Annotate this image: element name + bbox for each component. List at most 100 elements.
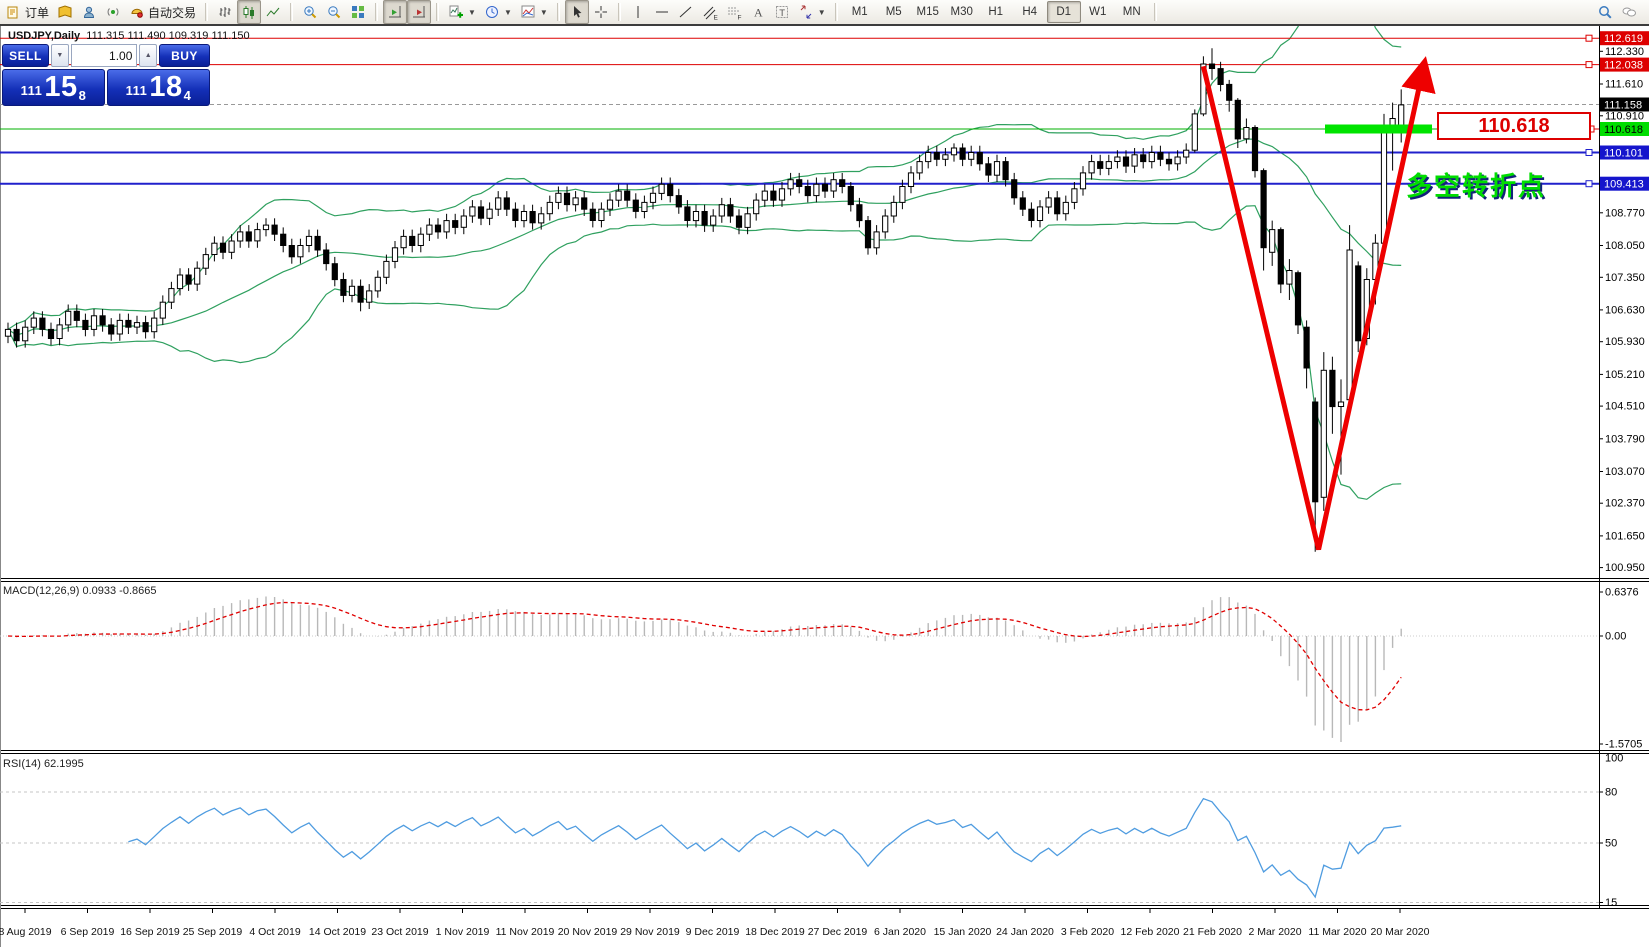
periods-button[interactable]: ▼: [480, 0, 516, 24]
vertical-line-button[interactable]: [626, 0, 650, 24]
svg-text:104.510: 104.510: [1605, 401, 1645, 413]
autotrade-icon: [131, 8, 143, 18]
svg-text:15: 15: [1605, 897, 1617, 909]
chevron-down-icon[interactable]: ▼: [503, 7, 512, 17]
history-center-button[interactable]: [53, 0, 77, 24]
zoomin-icon: [304, 6, 317, 19]
svg-text:110.101: 110.101: [1604, 147, 1643, 159]
horizontal-line-button[interactable]: [650, 0, 674, 24]
timeframe-m1-button[interactable]: M1: [851, 6, 868, 18]
timeframe-w1-button[interactable]: W1: [1089, 6, 1107, 18]
crosshair-button[interactable]: [589, 0, 613, 24]
timeframe-h1-button[interactable]: H1: [988, 6, 1004, 18]
candlestick-chart-button[interactable]: [237, 0, 262, 24]
svg-text:12 Feb 2020: 12 Feb 2020: [1121, 926, 1180, 938]
sell-price-sup: 8: [78, 88, 87, 103]
svg-text:110.910: 110.910: [1605, 110, 1644, 122]
rsi-indicator-label: RSI(14) 62.1995: [3, 758, 84, 770]
green-trend-bar: [1325, 124, 1432, 134]
sell-price-button[interactable]: 111 15 8: [2, 69, 105, 106]
main-toolbar: 订单 自动交易 ▼ ▼ ▼ E F A T ▼ M1 M5 M15 M30 H1 H4 D1 W1 MN: [0, 0, 1649, 26]
toolbar-separator: [205, 3, 209, 21]
zoom-out-button[interactable]: [322, 0, 346, 24]
signals-button[interactable]: [101, 0, 125, 24]
bar-chart-button[interactable]: [213, 0, 237, 24]
profile-button[interactable]: [77, 0, 101, 24]
svg-text:25 Sep 2019: 25 Sep 2019: [183, 926, 243, 938]
svg-text:27 Dec 2019: 27 Dec 2019: [808, 926, 868, 938]
clock-icon: [485, 6, 498, 18]
svg-text:1 Nov 2019: 1 Nov 2019: [436, 926, 490, 938]
toolbar-separator: [834, 3, 838, 21]
svg-text:80: 80: [1605, 787, 1617, 799]
new-order-button[interactable]: 订单: [2, 0, 53, 24]
turning-point-annotation[interactable]: 多空转折点: [1406, 172, 1547, 201]
toolbar-group-5: [563, 0, 615, 24]
buy-price-button[interactable]: 111 18 4: [107, 69, 210, 106]
chart-canvas[interactable]: 112.330 111.610 110.910 108.770 108.050 107.3…: [0, 26, 1649, 947]
chevron-down-icon[interactable]: ▼: [817, 7, 826, 17]
svg-text:0.00: 0.00: [1605, 631, 1626, 643]
labelT-icon: T: [775, 6, 788, 19]
svg-text:108.770: 108.770: [1605, 207, 1645, 219]
chart-shift-button[interactable]: [407, 0, 432, 24]
fibo-icon: F: [727, 7, 741, 20]
templates-button[interactable]: ▼: [516, 0, 552, 24]
auto-scroll-button[interactable]: [383, 0, 408, 24]
chart-window[interactable]: 112.330 111.610 110.910 108.770 108.050 107.3…: [0, 26, 1649, 947]
timeframe-h4-button[interactable]: H4: [1022, 6, 1038, 18]
svg-text:110.618: 110.618: [1604, 124, 1643, 136]
timeframe-d1-button[interactable]: D1: [1046, 1, 1081, 23]
text-label-button[interactable]: T: [770, 0, 794, 24]
equidistant-channel-button[interactable]: E: [698, 0, 722, 24]
svg-text:0.6376: 0.6376: [1605, 587, 1639, 599]
timeframe-m15-button[interactable]: M15: [916, 6, 939, 18]
candles: [4, 48, 1405, 552]
svg-text:4 Oct 2019: 4 Oct 2019: [249, 926, 301, 938]
svg-text:103.070: 103.070: [1605, 466, 1645, 478]
svg-text:106.630: 106.630: [1605, 304, 1645, 316]
sell-price-base: 111: [20, 83, 43, 99]
zoom-in-button[interactable]: [298, 0, 322, 24]
trendline-button[interactable]: [674, 0, 698, 24]
timeframe-m5-button[interactable]: M5: [885, 6, 902, 18]
line-chart-button[interactable]: [261, 0, 285, 24]
svg-text:111.158: 111.158: [1604, 99, 1642, 111]
autotrade-button[interactable]: 自动交易: [125, 0, 200, 24]
indicators-button[interactable]: ▼: [444, 0, 480, 24]
timeframe-mn-button[interactable]: MN: [1122, 6, 1141, 18]
svg-text:15 Jan 2020: 15 Jan 2020: [934, 926, 992, 938]
volume-input[interactable]: 1.00: [70, 44, 138, 67]
search-button[interactable]: [1593, 0, 1617, 24]
price-callout-box[interactable]: 110.618: [1437, 112, 1591, 140]
cursor-icon: [573, 6, 582, 18]
volume-decrease-button[interactable]: ▼: [51, 44, 69, 67]
chevron-down-icon[interactable]: ▼: [468, 7, 476, 17]
autoscroll-icon: [389, 6, 402, 18]
svg-text:24 Jan 2020: 24 Jan 2020: [996, 926, 1054, 938]
buy-price-sup: 4: [183, 88, 192, 103]
chevron-down-icon[interactable]: ▼: [539, 7, 548, 17]
cursor-button[interactable]: [564, 0, 589, 24]
toolbar-group-2: [296, 0, 372, 24]
trend-icon: [679, 6, 692, 18]
buy-button[interactable]: BUY: [159, 44, 210, 67]
svg-text:11 Nov 2019: 11 Nov 2019: [496, 926, 555, 938]
volume-increase-button[interactable]: ▲: [139, 44, 158, 67]
chat-button[interactable]: [1617, 0, 1641, 24]
new-order-label: 订单: [25, 5, 50, 20]
svg-text:3 Feb 2020: 3 Feb 2020: [1061, 926, 1114, 938]
buy-price-base: 111: [125, 83, 148, 99]
sell-button[interactable]: SELL: [2, 44, 50, 67]
text-button[interactable]: A: [746, 0, 770, 24]
timeframe-m30-button[interactable]: M30: [950, 6, 973, 18]
arrows-button[interactable]: ▼: [794, 0, 830, 24]
svg-text:16 Sep 2019: 16 Sep 2019: [120, 926, 180, 938]
rsi-line: [128, 797, 1402, 899]
fibonacci-button[interactable]: F: [722, 0, 746, 24]
macd-signal-line: [7, 601, 1402, 711]
tile-windows-button[interactable]: [346, 0, 370, 24]
textA-icon: A: [754, 6, 763, 20]
macd-histogram: [15, 596, 1402, 742]
